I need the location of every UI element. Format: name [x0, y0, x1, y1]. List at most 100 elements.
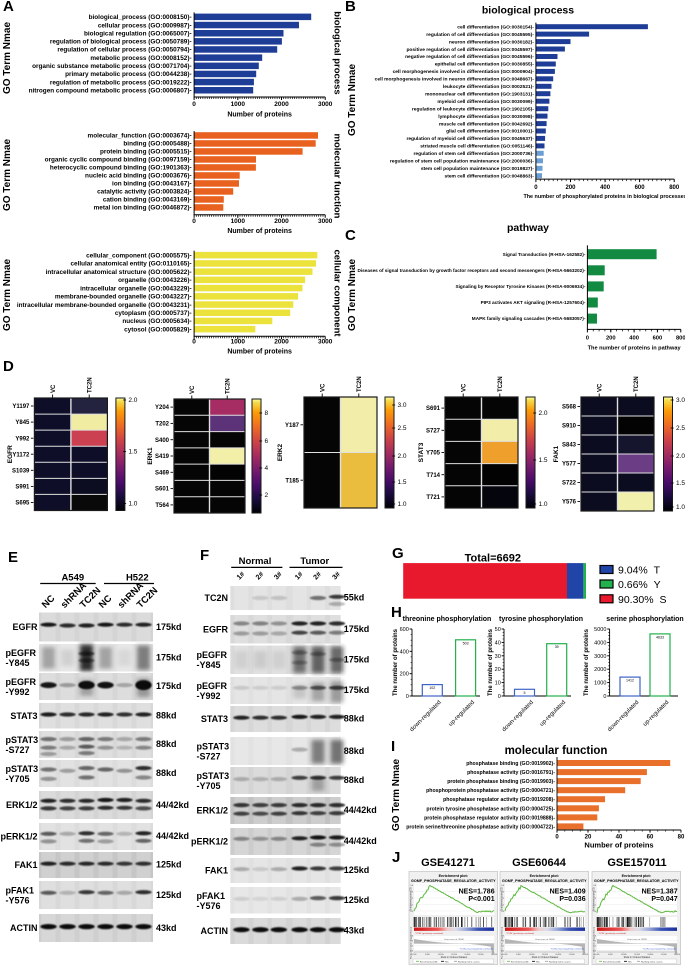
svg-text:heterocyclic compound binding: heterocyclic compound binding (GO:190136… — [50, 165, 192, 172]
svg-text:30,000: 30,000 — [491, 954, 497, 956]
svg-text:GOMF_PHOSPHATASE_REGULATOR_ACT: GOMF_PHOSPHATASE_REGULATOR_ACTIVITY — [411, 879, 496, 883]
svg-text:-S727: -S727 — [6, 745, 30, 755]
svg-text:STAT3: STAT3 — [10, 711, 37, 721]
svg-text:Enrichment profile: Enrichment profile — [511, 960, 529, 963]
svg-text:S469: S469 — [155, 470, 170, 476]
svg-text:FAK1: FAK1 — [205, 866, 228, 876]
svg-text:0.3: 0.3 — [501, 936, 505, 938]
svg-text:1000: 1000 — [594, 681, 606, 687]
svg-text:S601: S601 — [155, 487, 170, 493]
svg-text:cellular anatomical entity (GO: cellular anatomical entity (GO:0110165)- — [70, 261, 191, 268]
svg-text:50: 50 — [495, 627, 501, 633]
svg-text:negative regulation of cell di: negative regulation of cell differentiat… — [405, 54, 534, 60]
svg-text:T202: T202 — [155, 422, 169, 428]
svg-text:0: 0 — [498, 694, 501, 700]
svg-text:600: 600 — [653, 335, 663, 341]
svg-text:VC: VC — [190, 385, 196, 394]
svg-text:GO Term Nmae: GO Term Nmae — [2, 22, 13, 94]
svg-text:regulation of stem cell popula: regulation of stem cell population maint… — [390, 159, 534, 165]
svg-text:pEGFR: pEGFR — [6, 677, 37, 687]
svg-text:3000: 3000 — [318, 218, 333, 225]
svg-text:Y187: Y187 — [285, 423, 300, 429]
svg-text:T714: T714 — [426, 473, 440, 479]
svg-text:0.3: 0.3 — [501, 892, 505, 894]
svg-text:125kd: 125kd — [156, 890, 182, 900]
svg-text:1412: 1412 — [626, 679, 634, 683]
svg-text:9.04% T: 9.04% T — [618, 565, 661, 577]
svg-text:The number of proteins: The number of proteins — [584, 628, 590, 696]
svg-text:pSTAT3: pSTAT3 — [197, 771, 230, 781]
svg-text:ACTIN: ACTIN — [201, 926, 229, 936]
svg-text:Rank in Ordered Dataset: Rank in Ordered Dataset — [624, 956, 651, 959]
svg-text:-Y576: -Y576 — [197, 901, 221, 911]
svg-text:15,000: 15,000 — [542, 954, 548, 956]
svg-text:200: 200 — [606, 335, 616, 341]
svg-text:0.1: 0.1 — [501, 905, 505, 907]
svg-text:threonine phosphorylation: threonine phosphorylation — [403, 616, 492, 623]
svg-text:pEGFR: pEGFR — [197, 681, 228, 691]
svg-text:protein serine/threonine phosp: protein serine/threonine phosphatase act… — [406, 824, 555, 830]
svg-text:biological process: biological process — [332, 11, 343, 94]
svg-text:43kd: 43kd — [156, 923, 177, 933]
svg-text:lymphocyte differentiation (GO: lymphocyte differentiation (GO:0030098)- — [438, 114, 534, 120]
svg-text:up-regulated: up-regulated — [642, 700, 670, 728]
svg-text:VC: VC — [598, 383, 604, 392]
svg-text:GO Term Nmae: GO Term Nmae — [2, 139, 13, 211]
svg-text:1.0: 1.0 — [128, 501, 137, 508]
svg-text:positive regulation of cell di: positive regulation of cell differentiat… — [406, 47, 534, 53]
svg-text:S727: S727 — [426, 428, 441, 434]
svg-text:175kd: 175kd — [344, 655, 370, 665]
svg-text:FAK1: FAK1 — [553, 445, 560, 462]
svg-text:S400: S400 — [155, 438, 170, 444]
svg-text:80: 80 — [678, 835, 685, 841]
svg-text:2.0: 2.0 — [539, 410, 548, 417]
svg-text:ERK1/2: ERK1/2 — [6, 800, 38, 810]
svg-text:The number of proteins: The number of proteins — [393, 628, 399, 696]
svg-text:TC2N: TC2N — [87, 377, 93, 393]
svg-text:88kd: 88kd — [344, 714, 365, 724]
svg-text:1000: 1000 — [231, 218, 246, 225]
svg-text:nucleus (GO:0005634)-: nucleus (GO:0005634)- — [122, 318, 191, 325]
svg-text:'TC2N' (positively correlated): 'TC2N' (positively correlated) — [415, 932, 443, 935]
svg-text:3000: 3000 — [318, 339, 333, 346]
svg-text:0: 0 — [192, 339, 196, 346]
svg-text:EGFR: EGFR — [12, 622, 38, 632]
svg-text:epithelial cell differentiatio: epithelial cell differentiation (GO:0030… — [435, 62, 535, 68]
svg-text:-Y992: -Y992 — [197, 691, 221, 701]
svg-text:organic cyclic compound bindin: organic cyclic compound binding (GO:0097… — [45, 157, 192, 164]
svg-text:T185: T185 — [285, 478, 299, 484]
svg-text:Ranking metric scores: Ranking metric scores — [458, 960, 481, 963]
svg-text:0.0: 0.0 — [593, 951, 597, 953]
svg-text:regulation of myeloid cell dif: regulation of myeloid cell differentiati… — [406, 136, 534, 142]
svg-text:Enrichment plot:: Enrichment plot: — [530, 874, 559, 878]
svg-text:S419: S419 — [155, 454, 170, 460]
svg-text:2.5: 2.5 — [676, 425, 685, 432]
svg-text:Enrichment profile: Enrichment profile — [420, 960, 438, 963]
svg-text:0.3: 0.3 — [593, 892, 597, 894]
svg-text:pEGFR: pEGFR — [197, 650, 228, 660]
svg-text:20,000: 20,000 — [555, 954, 561, 956]
svg-text:GSE157011: GSE157011 — [607, 857, 666, 869]
svg-text:55kd: 55kd — [344, 592, 365, 602]
svg-text:striated muscle cell different: striated muscle cell differentiation (GO… — [420, 144, 534, 150]
svg-text:S910: S910 — [562, 424, 577, 430]
svg-text:The number of proteins in path: The number of proteins in pathway — [588, 346, 682, 352]
svg-text:FAK1: FAK1 — [14, 860, 37, 870]
svg-text:0.2: 0.2 — [501, 941, 505, 943]
svg-text:nitrogen compound metabolic pr: nitrogen compound metabolic process (GO:… — [29, 88, 192, 95]
svg-text:5: 5 — [524, 691, 526, 695]
svg-text:GO Term Nmae: GO Term Nmae — [347, 64, 358, 136]
svg-text:1.0: 1.0 — [539, 501, 548, 508]
svg-text:organelle (GO:0043226)-: organelle (GO:0043226)- — [118, 277, 192, 284]
svg-text:39: 39 — [555, 645, 559, 649]
svg-text:0: 0 — [555, 835, 559, 841]
svg-text:0.0: 0.0 — [501, 951, 505, 953]
svg-text:0.4: 0.4 — [410, 885, 414, 887]
svg-text:1.5: 1.5 — [398, 479, 407, 486]
svg-text:protein tyrosine phosphatase a: protein tyrosine phosphatase activity (G… — [426, 806, 555, 812]
svg-text:tyrosine phosphorylation: tyrosine phosphorylation — [499, 616, 583, 623]
svg-text:200: 200 — [400, 672, 409, 678]
svg-text:1.5: 1.5 — [676, 480, 685, 487]
svg-text:40: 40 — [616, 835, 623, 841]
svg-text:400: 400 — [400, 649, 409, 655]
